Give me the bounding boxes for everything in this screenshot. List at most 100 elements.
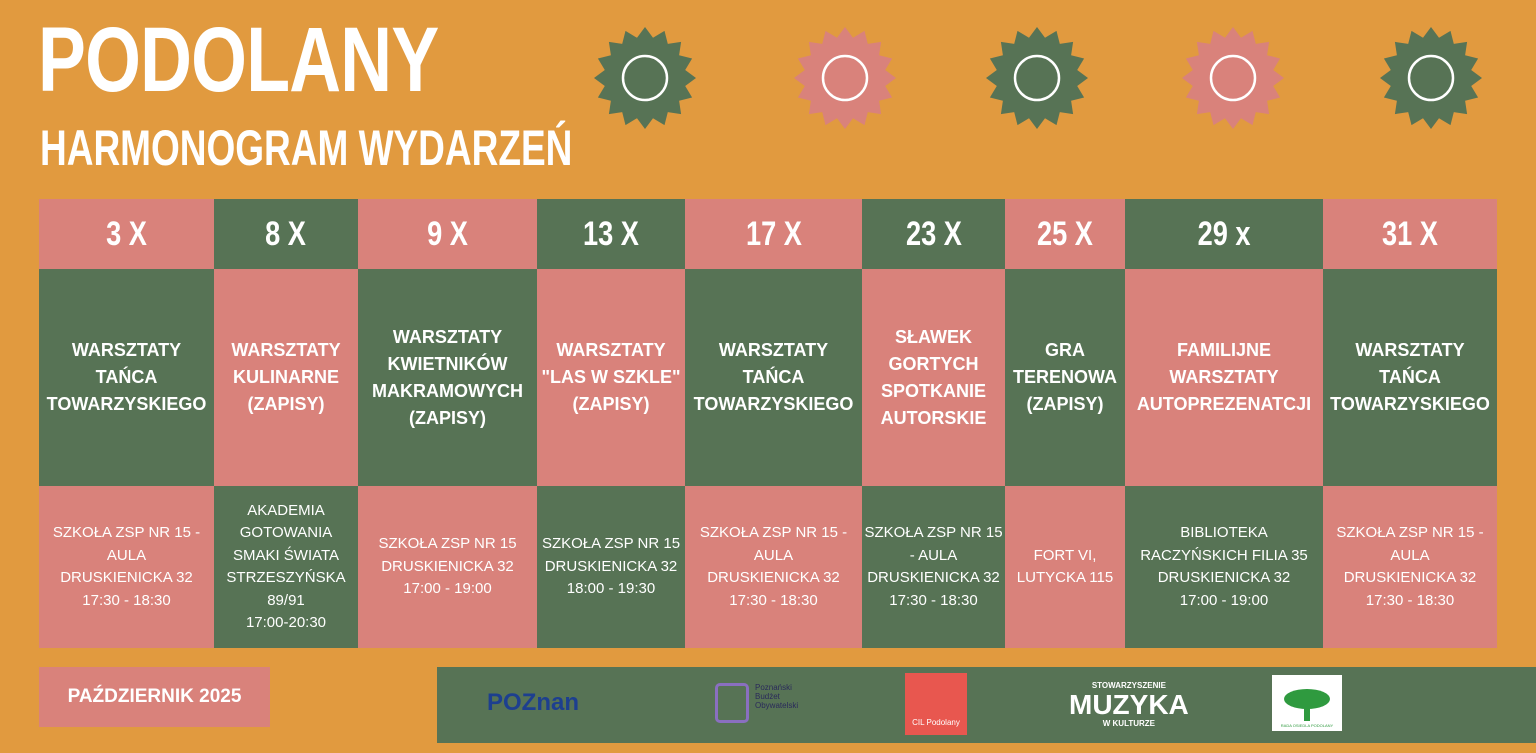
date-text: 31 X bbox=[1382, 214, 1438, 253]
place-line: STRZESZYŃSKA bbox=[226, 569, 346, 586]
logo-rada-text: RADA OSIEDLA PODOLANY bbox=[1280, 723, 1334, 728]
place-cell: FORT VI, LUTYCKA 115 bbox=[1005, 486, 1125, 648]
logo-pbo-icon bbox=[715, 683, 749, 723]
event-cell: WARSZTATY TAŃCA TOWARZYSKIEGO bbox=[685, 269, 862, 486]
place-line: 17:30 - 18:30 bbox=[889, 591, 978, 609]
event-line: TAŃCA bbox=[742, 367, 805, 387]
date-text: 9 X bbox=[427, 214, 468, 253]
event-line: FAMILIJNE bbox=[1176, 340, 1271, 360]
place-cell: SZKOŁA ZSP NR 15 - AULA DRUSKIENICKA 32 17:… bbox=[1323, 486, 1497, 648]
date-text: 23 X bbox=[905, 214, 962, 253]
logo-cil-text: CIL Podolany bbox=[912, 718, 960, 727]
place-line: 17:00-20:30 bbox=[245, 614, 327, 631]
place-line: FORT VI, bbox=[1033, 546, 1097, 564]
event-cell: WARSZTATY "LAS W SZKLE" (ZAPISY) bbox=[537, 269, 685, 486]
event-cell: FAMILIJNE WARSZTATY AUTOPREZENATCJI bbox=[1125, 269, 1323, 486]
date-text: 13 X bbox=[583, 214, 639, 253]
month-label: PAŹDZIERNIK 2025 bbox=[39, 667, 270, 727]
event-line: WARSZTATY bbox=[718, 340, 829, 360]
event-cell: GRA TERENOWA (ZAPISY) bbox=[1005, 269, 1125, 486]
place-line: AULA bbox=[106, 546, 147, 564]
logo-pbo: Poznański Budżet Obywatelski bbox=[755, 683, 798, 710]
place-cell: SZKOŁA ZSP NR 15 - AULA DRUSKIENICKA 32 17:… bbox=[862, 486, 1005, 648]
event-line: TAŃCA bbox=[1379, 367, 1441, 387]
icon-symbol bbox=[821, 54, 869, 102]
muzyka-line: MUZYKA bbox=[1069, 689, 1189, 720]
sponsor-bar: POZnan Poznański Budżet Obywatelski CIL Po… bbox=[437, 667, 1536, 743]
event-line: TOWARZYSKIEGO bbox=[693, 394, 854, 414]
date-cell: 25 X bbox=[1005, 199, 1125, 269]
date-cell: 8 X bbox=[214, 199, 358, 269]
date-cell: 17 X bbox=[685, 199, 862, 269]
place-line: DRUSKIENICKA 32 bbox=[60, 569, 193, 586]
logo-poznan: POZnan bbox=[487, 689, 580, 716]
event-line: TAŃCA bbox=[95, 367, 158, 387]
place-line: RACZYŃSKICH FILIA 35 bbox=[1140, 546, 1308, 564]
event-cell: WARSZTATY KWIETNIKÓW MAKRAMOWYCH (ZAPISY) bbox=[358, 269, 537, 486]
event-line: (ZAPISY) bbox=[572, 394, 650, 414]
place-line: 17:30 - 18:30 bbox=[1365, 591, 1455, 609]
event-line: KULINARNE bbox=[233, 367, 339, 387]
place-line: AULA bbox=[753, 546, 794, 564]
place-line: BIBLIOTEKA bbox=[1180, 524, 1268, 541]
place-line: SZKOŁA ZSP NR 15 - bbox=[699, 524, 848, 541]
place-line: SZKOŁA ZSP NR 15 bbox=[541, 535, 681, 553]
date-text: 3 X bbox=[106, 214, 147, 253]
date-text: 25 X bbox=[1037, 214, 1093, 253]
starburst bbox=[1182, 27, 1284, 129]
place-line: GOTOWANIA bbox=[239, 524, 333, 541]
icon-symbol bbox=[621, 54, 669, 102]
icon-symbol bbox=[1013, 54, 1061, 102]
date-cell: 13 X bbox=[537, 199, 685, 269]
place-cell: AKADEMIA GOTOWANIA SMAKI ŚWIATA STRZESZYŃSK… bbox=[214, 486, 358, 648]
event-line: WARSZTATY bbox=[231, 340, 341, 360]
event-line: WARSZTATY bbox=[1355, 340, 1465, 360]
place-line: DRUSKIENICKA 32 bbox=[544, 557, 678, 575]
place-line: - AULA bbox=[909, 546, 958, 564]
event-line: (ZAPISY) bbox=[247, 394, 325, 414]
date-text: 17 X bbox=[745, 214, 802, 253]
event-line: KWIETNIKÓW bbox=[387, 353, 508, 374]
event-cell: WARSZTATY TAŃCA TOWARZYSKIEGO bbox=[39, 269, 214, 486]
starburst bbox=[794, 27, 896, 129]
event-line: WARSZTATY bbox=[556, 340, 666, 360]
pbo-line: Budżet bbox=[755, 692, 780, 701]
pbo-line: Obywatelski bbox=[755, 701, 799, 710]
subtitle: HARMONOGRAM WYDARZEŃ bbox=[40, 120, 573, 176]
date-cell: 9 X bbox=[358, 199, 537, 269]
logo-muzyka: STOWARZYSZENIE MUZYKA W KULTURZE bbox=[1069, 681, 1189, 729]
place-line: SZKOŁA ZSP NR 15 - bbox=[52, 524, 201, 541]
muzyka-line: W KULTURZE bbox=[1102, 719, 1156, 728]
date-cell: 3 X bbox=[39, 199, 214, 269]
place-line: SZKOŁA ZSP NR 15 - bbox=[1336, 524, 1484, 541]
date-text: 8 X bbox=[265, 214, 307, 253]
place-line: DRUSKIENICKA 32 bbox=[707, 569, 840, 586]
icon-symbol bbox=[1407, 54, 1455, 102]
place-line: DRUSKIENICKA 32 bbox=[1343, 569, 1477, 586]
starburst bbox=[1380, 27, 1482, 129]
starburst bbox=[986, 27, 1088, 129]
date-cell: 29 x bbox=[1125, 199, 1323, 269]
event-line: MAKRAMOWYCH bbox=[372, 380, 523, 401]
date-cell: 23 X bbox=[862, 199, 1005, 269]
logo-cil: CIL Podolany bbox=[905, 673, 967, 735]
event-line: TOWARZYSKIEGO bbox=[46, 394, 207, 414]
place-line: 89/91 bbox=[267, 591, 305, 609]
muzyka-line: STOWARZYSZENIE bbox=[1091, 681, 1166, 690]
place-line: DRUSKIENICKA 32 bbox=[867, 569, 1000, 586]
date-text: 29 x bbox=[1197, 214, 1251, 253]
place-cell: SZKOŁA ZSP NR 15 - AULA DRUSKIENICKA 32 17:… bbox=[685, 486, 862, 648]
event-line: AUTOPREZENATCJI bbox=[1136, 394, 1312, 414]
pbo-line: Poznański bbox=[755, 683, 792, 692]
place-line: 17:30 - 18:30 bbox=[729, 591, 818, 609]
place-cell: SZKOŁA ZSP NR 15 DRUSKIENICKA 32 17:00 - 1… bbox=[358, 486, 537, 648]
tree-icon bbox=[1284, 689, 1330, 721]
date-cell: 31 X bbox=[1323, 199, 1497, 269]
place-line: 17:00 - 19:00 bbox=[403, 580, 492, 598]
place-line: 17:30 - 18:30 bbox=[82, 591, 171, 609]
place-cell: SZKOŁA ZSP NR 15 DRUSKIENICKA 32 18:00 - 1… bbox=[537, 486, 685, 648]
event-cell: SŁAWEK GORTYCH SPOTKANIE AUTORSKIE bbox=[862, 269, 1005, 486]
place-line: DRUSKIENICKA 32 bbox=[1157, 569, 1291, 586]
event-line: GRA bbox=[1045, 340, 1085, 360]
